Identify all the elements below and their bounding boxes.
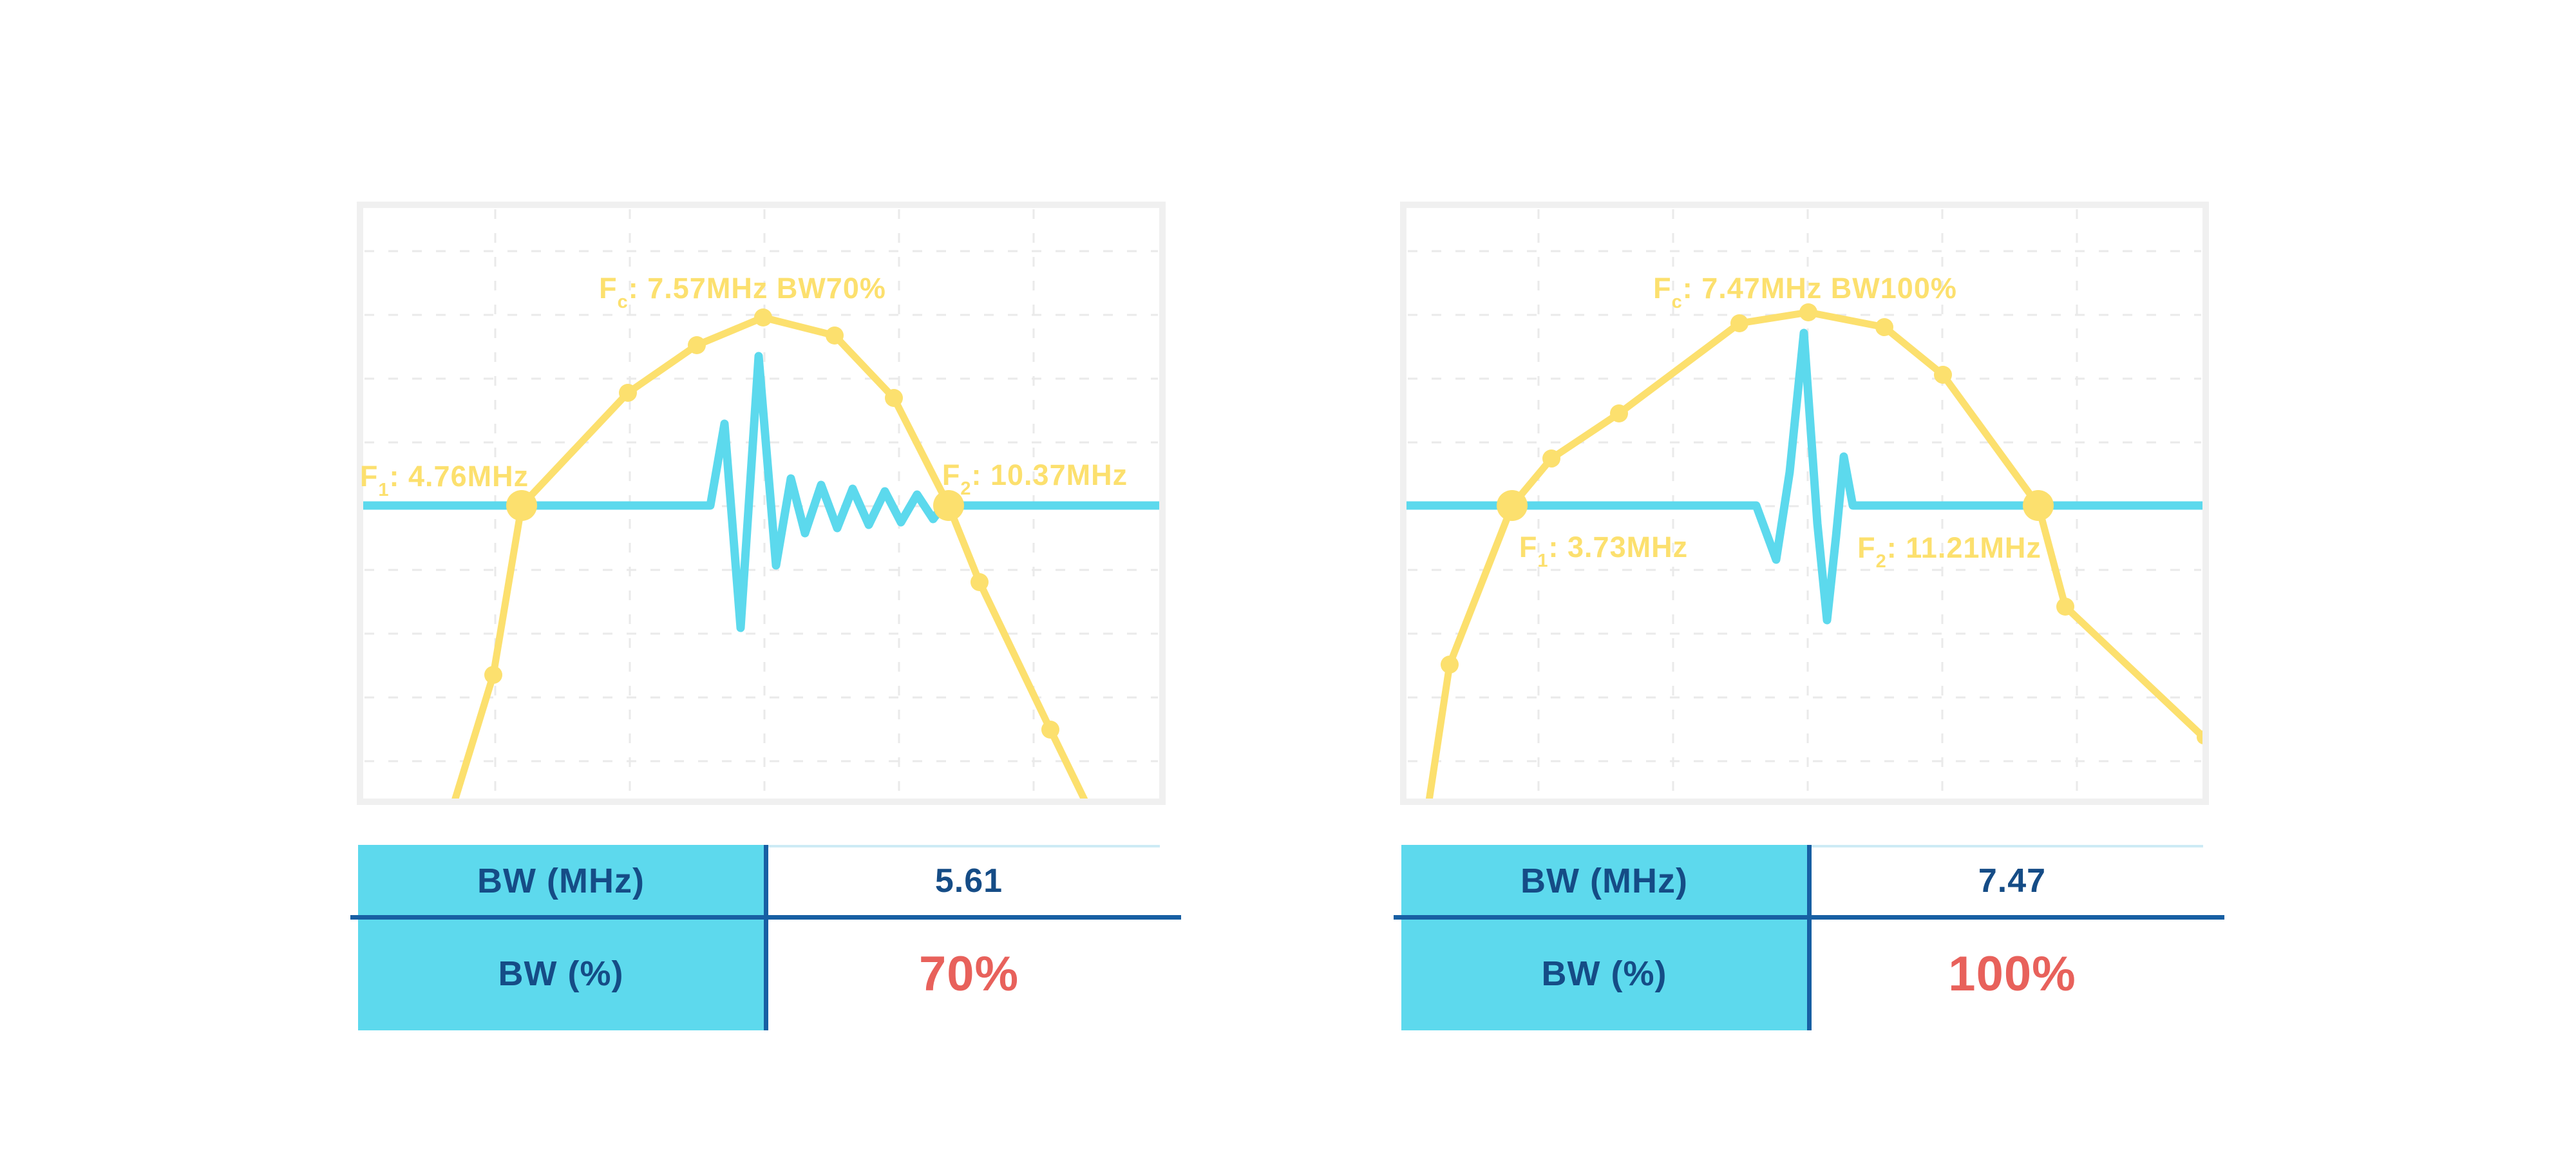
spectrum-point-marker <box>1441 656 1459 674</box>
spectrum-point-marker <box>826 326 844 345</box>
f2-annotation: F2: 10.37MHz <box>942 459 1128 499</box>
bw-mhz-label: BW (MHz) <box>477 862 645 900</box>
table-column-divider <box>1807 845 1812 1030</box>
plot-frame <box>357 202 1166 805</box>
bw-percent-value: 70% <box>918 946 1019 1001</box>
bandwidth-crossing-marker <box>506 490 537 521</box>
fc-annotation: Fc: 7.47MHz BW100% <box>1653 272 1957 312</box>
spectrum-point-marker <box>1799 303 1817 321</box>
spectrum-point-marker <box>2056 598 2074 616</box>
spectrum-point-marker <box>1041 721 1059 739</box>
spectrum-point-marker <box>754 308 772 326</box>
f1-annotation: F1: 3.73MHz <box>1519 531 1688 571</box>
bw-table-label-column: BW (MHz) BW (%) <box>1401 845 1807 1030</box>
fc-annotation: Fc: 7.57MHz BW70% <box>599 272 886 312</box>
bw-table-label-column: BW (MHz) BW (%) <box>358 845 764 1030</box>
f2-annotation: F2: 11.21MHz <box>1857 531 2041 572</box>
pulse-waveform <box>1401 328 2208 625</box>
spectrum-point-marker <box>1542 449 1560 468</box>
bandwidth-crossing-marker <box>1497 490 1528 521</box>
table-column-divider <box>764 845 768 1030</box>
plot-frame <box>1400 202 2209 805</box>
table-top-rule <box>1812 845 2203 847</box>
bw-percent-value: 100% <box>1948 946 2076 1001</box>
bw-mhz-value: 5.61 <box>934 862 1003 900</box>
spectrum-curve <box>450 314 1091 805</box>
spectrum-point-marker <box>1610 404 1628 422</box>
spectrum-point-marker <box>688 336 706 354</box>
bw-table-right: BW (MHz) BW (%) 7.47 100% <box>1394 845 2224 1030</box>
spectrum-chart-bw70: Fc: 7.57MHz BW70% F1: 4.76MHz F2: 10.37MHz <box>357 202 1166 805</box>
bw-table-left: BW (MHz) BW (%) 5.61 70% <box>350 845 1181 1030</box>
spectrum-curve <box>1425 308 2208 805</box>
bw-mhz-value: 7.47 <box>1978 862 2047 900</box>
bw-mhz-label: BW (MHz) <box>1520 862 1688 900</box>
bw-percent-label: BW (%) <box>498 954 624 993</box>
bw-percent-label: BW (%) <box>1541 954 1667 993</box>
spectrum-point-marker <box>885 389 903 407</box>
bandwidth-crossing-marker <box>933 490 964 521</box>
spectrum-point-marker <box>484 666 502 684</box>
spectrum-point-marker <box>971 573 989 591</box>
bw-table-value-column: 7.47 100% <box>1812 845 2213 1030</box>
pulse-waveform <box>357 352 1165 632</box>
table-top-rule <box>768 845 1160 847</box>
spectrum-chart-bw100: Fc: 7.47MHz BW100% F1: 3.73MHz F2: 11.21MH… <box>1400 202 2209 805</box>
bw-table-value-column: 5.61 70% <box>768 845 1170 1030</box>
f1-annotation: F1: 4.76MHz <box>360 460 529 500</box>
spectrum-point-marker <box>1730 314 1748 332</box>
spectrum-point-marker <box>619 384 637 402</box>
bandwidth-crossing-marker <box>2023 490 2054 521</box>
spectrum-point-marker <box>1875 318 1893 336</box>
spectrum-point-marker <box>1934 366 1952 384</box>
